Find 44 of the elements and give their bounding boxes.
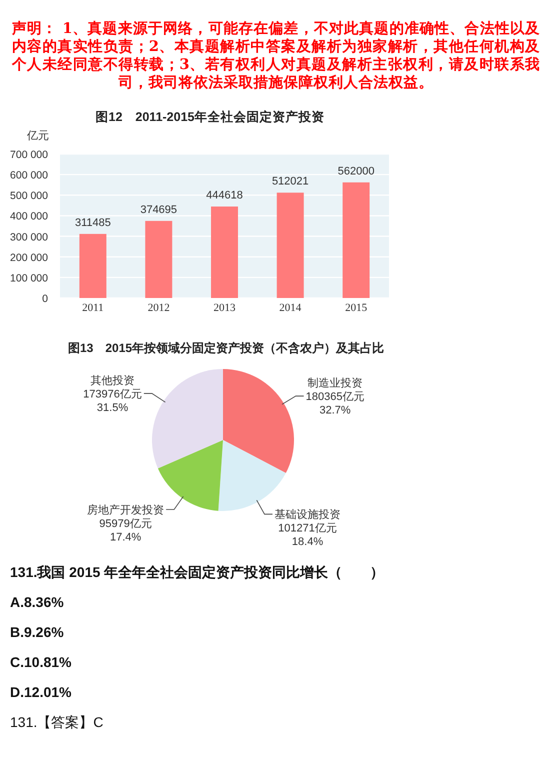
y-tick-label: 500 000 xyxy=(10,190,48,202)
slice-label: 制造业投资 xyxy=(308,376,363,390)
chart-title: 图13 2015年按领域分固定资产投资（不含农户）及其占比 xyxy=(68,341,384,355)
data-label: 444618 xyxy=(206,190,243,202)
text: A.8.36% xyxy=(10,594,64,610)
pie-slice xyxy=(223,369,294,474)
bar xyxy=(145,220,172,298)
data-label: 95979亿元 17.4% xyxy=(99,518,152,544)
x-tick-label: 2011 xyxy=(82,302,104,314)
bar xyxy=(211,206,238,298)
text: D.12.01% xyxy=(10,684,72,700)
slice-label: 其他投资 xyxy=(90,374,135,387)
text: 131.【答案】C xyxy=(10,714,104,732)
bar xyxy=(276,192,304,298)
pie-slice xyxy=(152,369,223,468)
x-tick-label: 2012 xyxy=(148,302,170,314)
bar xyxy=(79,234,106,298)
data-label: 101271亿元 18.4% xyxy=(278,522,337,548)
y-tick-label: 700 000 xyxy=(10,149,48,161)
y-tick-label: 0 xyxy=(42,293,48,305)
x-tick-label: 2013 xyxy=(214,302,236,314)
data-label: 512021 xyxy=(272,176,309,188)
y-tick-label: 100 000 xyxy=(10,272,48,284)
slice-label: 基础设施投资 xyxy=(274,508,341,522)
pie-slice xyxy=(218,440,286,511)
data-label: 311485 xyxy=(74,216,111,229)
text: 173976亿元 31.5% xyxy=(83,388,142,414)
y-tick-label: 600 000 xyxy=(10,170,48,182)
text: 131.我国 2015 年全年全社会固定资产投资同比增长（ ） xyxy=(10,564,384,582)
data-label: 562000 xyxy=(338,165,374,178)
y-tick-label: 400 000 xyxy=(10,210,48,223)
y-tick-label: 300 000 xyxy=(10,231,48,244)
x-tick-label: 2014 xyxy=(279,302,302,314)
text: 180365亿元 32.7% xyxy=(306,391,364,417)
bar xyxy=(342,182,370,298)
slice-label: 房地产开发投资 xyxy=(87,504,164,517)
text: C.10.81% xyxy=(10,654,72,670)
text: B.9.26% xyxy=(10,624,64,640)
y-tick-label: 200 000 xyxy=(10,252,48,264)
text: 声明： 1、真题来源于网络，可能存在偏差，不对此真题的准确性、合法性以及内容的真实性负责；2、本真题解析中答案及解析为独家解析，其他任何机构及个人未经同意不得转载；3、若有权利人对真题及解析主张权利，请及时联系我司，我司将依法采取措施保障权利人合法权益。 xyxy=(12,20,540,92)
data-label: 374695 xyxy=(140,204,178,216)
x-tick-label: 2015 xyxy=(345,302,368,314)
y-axis-title: 亿元 xyxy=(26,130,49,142)
chart-title: 图12 2011-2015年全社会固定资产投资 xyxy=(96,109,324,124)
